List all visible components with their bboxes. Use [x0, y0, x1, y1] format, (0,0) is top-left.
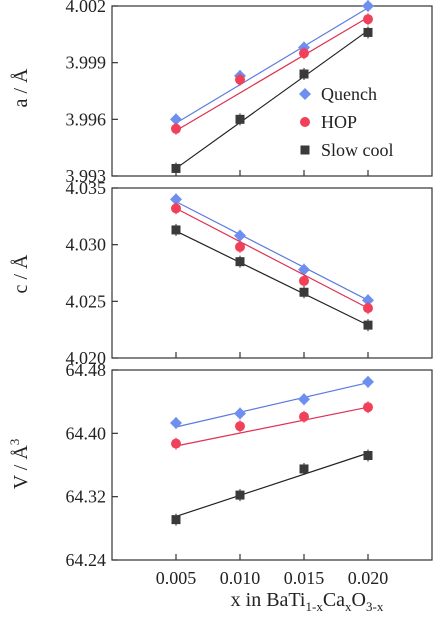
- legend-label: HOP: [321, 112, 357, 132]
- y-tick-label: 4.020: [66, 348, 107, 368]
- legend: Quench HOP Slow cool: [299, 84, 394, 160]
- svg-text:x in BaTi1-xCaxO3-x: x in BaTi1-xCaxO3-x: [231, 589, 384, 614]
- fit-line: [175, 230, 369, 326]
- series-hop: [171, 401, 373, 450]
- y-axis-title-v-text: V / Å: [10, 445, 32, 490]
- y-tick-label: 64.40: [66, 423, 107, 443]
- y-tick-label: 64.32: [66, 487, 107, 507]
- y-tick-label: 64.48: [66, 360, 107, 380]
- circle-marker: [235, 421, 245, 432]
- y-tick-label: 3.996: [66, 109, 107, 129]
- square-marker: [363, 27, 373, 37]
- fit-line: [175, 16, 369, 132]
- circle-marker: [363, 402, 373, 413]
- fit-line: [175, 7, 369, 124]
- legend-label: Quench: [321, 84, 377, 104]
- series-slow-cool: [171, 449, 373, 526]
- diamond-marker: [170, 417, 182, 430]
- circle-marker: [363, 303, 373, 314]
- square-marker: [235, 257, 245, 267]
- plot-frame: [111, 369, 433, 561]
- series-slow-cool: [171, 26, 373, 175]
- circle-marker: [299, 275, 309, 286]
- y-tick-label: 4.025: [66, 291, 107, 311]
- square-marker: [235, 114, 245, 124]
- square-marker: [299, 69, 309, 79]
- fit-line: [175, 207, 369, 309]
- circle-marker: [171, 123, 181, 134]
- legend-square-marker: [300, 145, 310, 155]
- x-axis-title-sub-1: 1-x: [305, 599, 323, 614]
- panel-3: 64.24 64.32 64.40 64.48 0.005 0.010 0.015 0.020: [66, 360, 433, 588]
- panels: 3.993 3.996 3.999 4.002 Quench HOP Slow cool 4.…: [66, 0, 433, 588]
- circle-marker: [299, 411, 309, 422]
- x-axis-title-mid: Ca: [323, 589, 345, 611]
- fit-line: [175, 406, 369, 447]
- diamond-marker: [362, 0, 374, 12]
- y-axis-title-a-text: a / Å: [10, 68, 32, 107]
- series-quench: [170, 193, 374, 307]
- legend-circle-marker: [300, 117, 310, 127]
- y-axis-title-c-text: c / Å: [10, 254, 32, 293]
- y-axis-title-c: c / Å: [10, 254, 32, 293]
- y-tick-label: 4.030: [66, 235, 107, 255]
- circle-marker: [299, 48, 309, 59]
- plot-frame: [111, 187, 433, 359]
- fit-line: [175, 382, 369, 428]
- circle-marker: [171, 203, 181, 214]
- x-axis-title: x in BaTi1-xCaxO3-x: [231, 589, 384, 614]
- square-marker: [363, 451, 373, 460]
- x-axis-title-prefix: x in BaTi: [231, 589, 306, 611]
- diamond-marker: [234, 229, 246, 242]
- diamond-marker: [234, 407, 246, 420]
- x-tick-label: 0.020: [348, 568, 389, 588]
- y-tick-label: 3.993: [66, 166, 107, 186]
- diamond-marker: [298, 393, 310, 406]
- series-slow-cool: [171, 223, 373, 332]
- panel-1: 3.993 3.996 3.999 4.002 Quench HOP Slow cool: [66, 0, 433, 186]
- circle-marker: [235, 74, 245, 85]
- x-tick-label: 0.005: [156, 568, 197, 588]
- legend-diamond-marker: [299, 88, 311, 100]
- y-axis-title-v-sup: 3: [7, 439, 22, 446]
- y-tick-label: 4.002: [66, 0, 107, 16]
- diamond-marker: [362, 375, 374, 388]
- square-marker: [235, 490, 245, 500]
- square-marker: [171, 225, 181, 235]
- y-tick-label: 64.24: [66, 550, 107, 570]
- x-axis-title-mid-2: O: [352, 589, 366, 611]
- y-tick-label: 3.999: [66, 53, 107, 73]
- diamond-marker: [362, 294, 374, 307]
- diamond-marker: [170, 193, 182, 206]
- panel-2: 4.020 4.025 4.030 4.035: [66, 178, 433, 368]
- x-axis-title-sub-2: x: [345, 599, 352, 614]
- series-quench: [170, 375, 374, 430]
- y-axis-title-v: V / Å3: [7, 439, 32, 490]
- x-tick-label: 0.015: [284, 568, 325, 588]
- square-marker: [171, 515, 181, 525]
- x-tick-label: 0.010: [220, 568, 261, 588]
- legend-label: Slow cool: [321, 140, 394, 160]
- diamond-marker: [170, 113, 182, 126]
- square-marker: [171, 163, 181, 173]
- series-hop: [171, 13, 373, 135]
- circle-marker: [363, 14, 373, 25]
- circle-marker: [171, 438, 181, 449]
- y-tick-label: 4.035: [66, 178, 107, 198]
- fit-line: [175, 452, 369, 518]
- y-axis-title-a: a / Å: [10, 68, 32, 107]
- fit-line: [175, 201, 369, 301]
- circle-marker: [235, 241, 245, 252]
- fit-line: [175, 30, 369, 169]
- series-hop: [171, 202, 373, 315]
- x-axis-title-sub-3: 3-x: [366, 599, 384, 614]
- y-axis-titles: a / Å c / Å V / Å3: [7, 68, 32, 489]
- square-marker: [299, 464, 309, 474]
- square-marker: [299, 287, 309, 297]
- plot-frame: [111, 5, 433, 177]
- series-quench: [170, 0, 374, 126]
- square-marker: [363, 320, 373, 330]
- diamond-marker: [298, 263, 310, 276]
